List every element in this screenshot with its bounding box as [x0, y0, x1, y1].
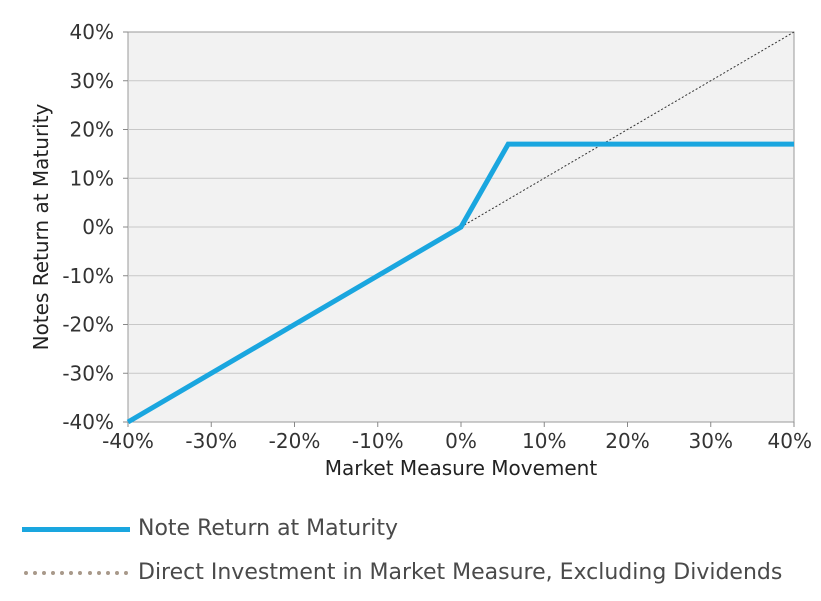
y-tick-label: -20%: [62, 313, 114, 337]
x-tick-label: -40%: [102, 429, 154, 453]
y-tick-label: -10%: [62, 264, 114, 288]
y-tick-label: 30%: [70, 69, 114, 93]
y-tick-label: 0%: [82, 215, 114, 239]
y-tick-labels: 40% 30% 20% 10% 0% -10% -20% -30% -40%: [62, 20, 114, 434]
y-tick-label: 40%: [70, 20, 114, 44]
x-tick-label: 0%: [445, 429, 477, 453]
x-tick-label: 10%: [522, 429, 566, 453]
payoff-chart: 40%30%20%10%0%-10%-20%-30%-40% -40% -30% -…: [29, 20, 812, 480]
series-lines: [126, 31, 795, 425]
y-tick-label: -30%: [62, 361, 114, 385]
legend-label-note-return: Note Return at Maturity: [138, 516, 399, 541]
x-tick-labels: -40% -30% -20% -10% 0% 10% 20% 30% 40%: [102, 429, 812, 453]
legend-swatch-solid-line: [22, 519, 130, 539]
legend-item-note-return: Note Return at Maturity: [22, 516, 398, 541]
y-tick-label: -40%: [62, 410, 114, 434]
grid-lines: [123, 31, 795, 427]
x-tick-label: 40%: [768, 429, 812, 453]
y-tick-label: 10%: [70, 166, 114, 190]
legend-label-direct-investment: Direct Investment in Market Measure, Exc…: [138, 560, 783, 585]
x-tick-label: -10%: [352, 429, 404, 453]
x-tick-label: 30%: [689, 429, 733, 453]
y-tick-label: 20%: [70, 118, 114, 142]
x-axis-title: Market Measure Movement: [325, 456, 598, 480]
x-tick-label: -30%: [185, 429, 237, 453]
note-return-line: [126, 141, 794, 425]
x-tick-label: -20%: [269, 429, 321, 453]
legend-item-direct-investment: Direct Investment in Market Measure, Exc…: [22, 560, 782, 585]
x-tick-label: 20%: [605, 429, 649, 453]
direct-investment-line: [460, 31, 795, 228]
legend-swatch-dotted-line: [22, 563, 130, 583]
y-axis-title: Notes Return at Maturity: [29, 103, 53, 350]
